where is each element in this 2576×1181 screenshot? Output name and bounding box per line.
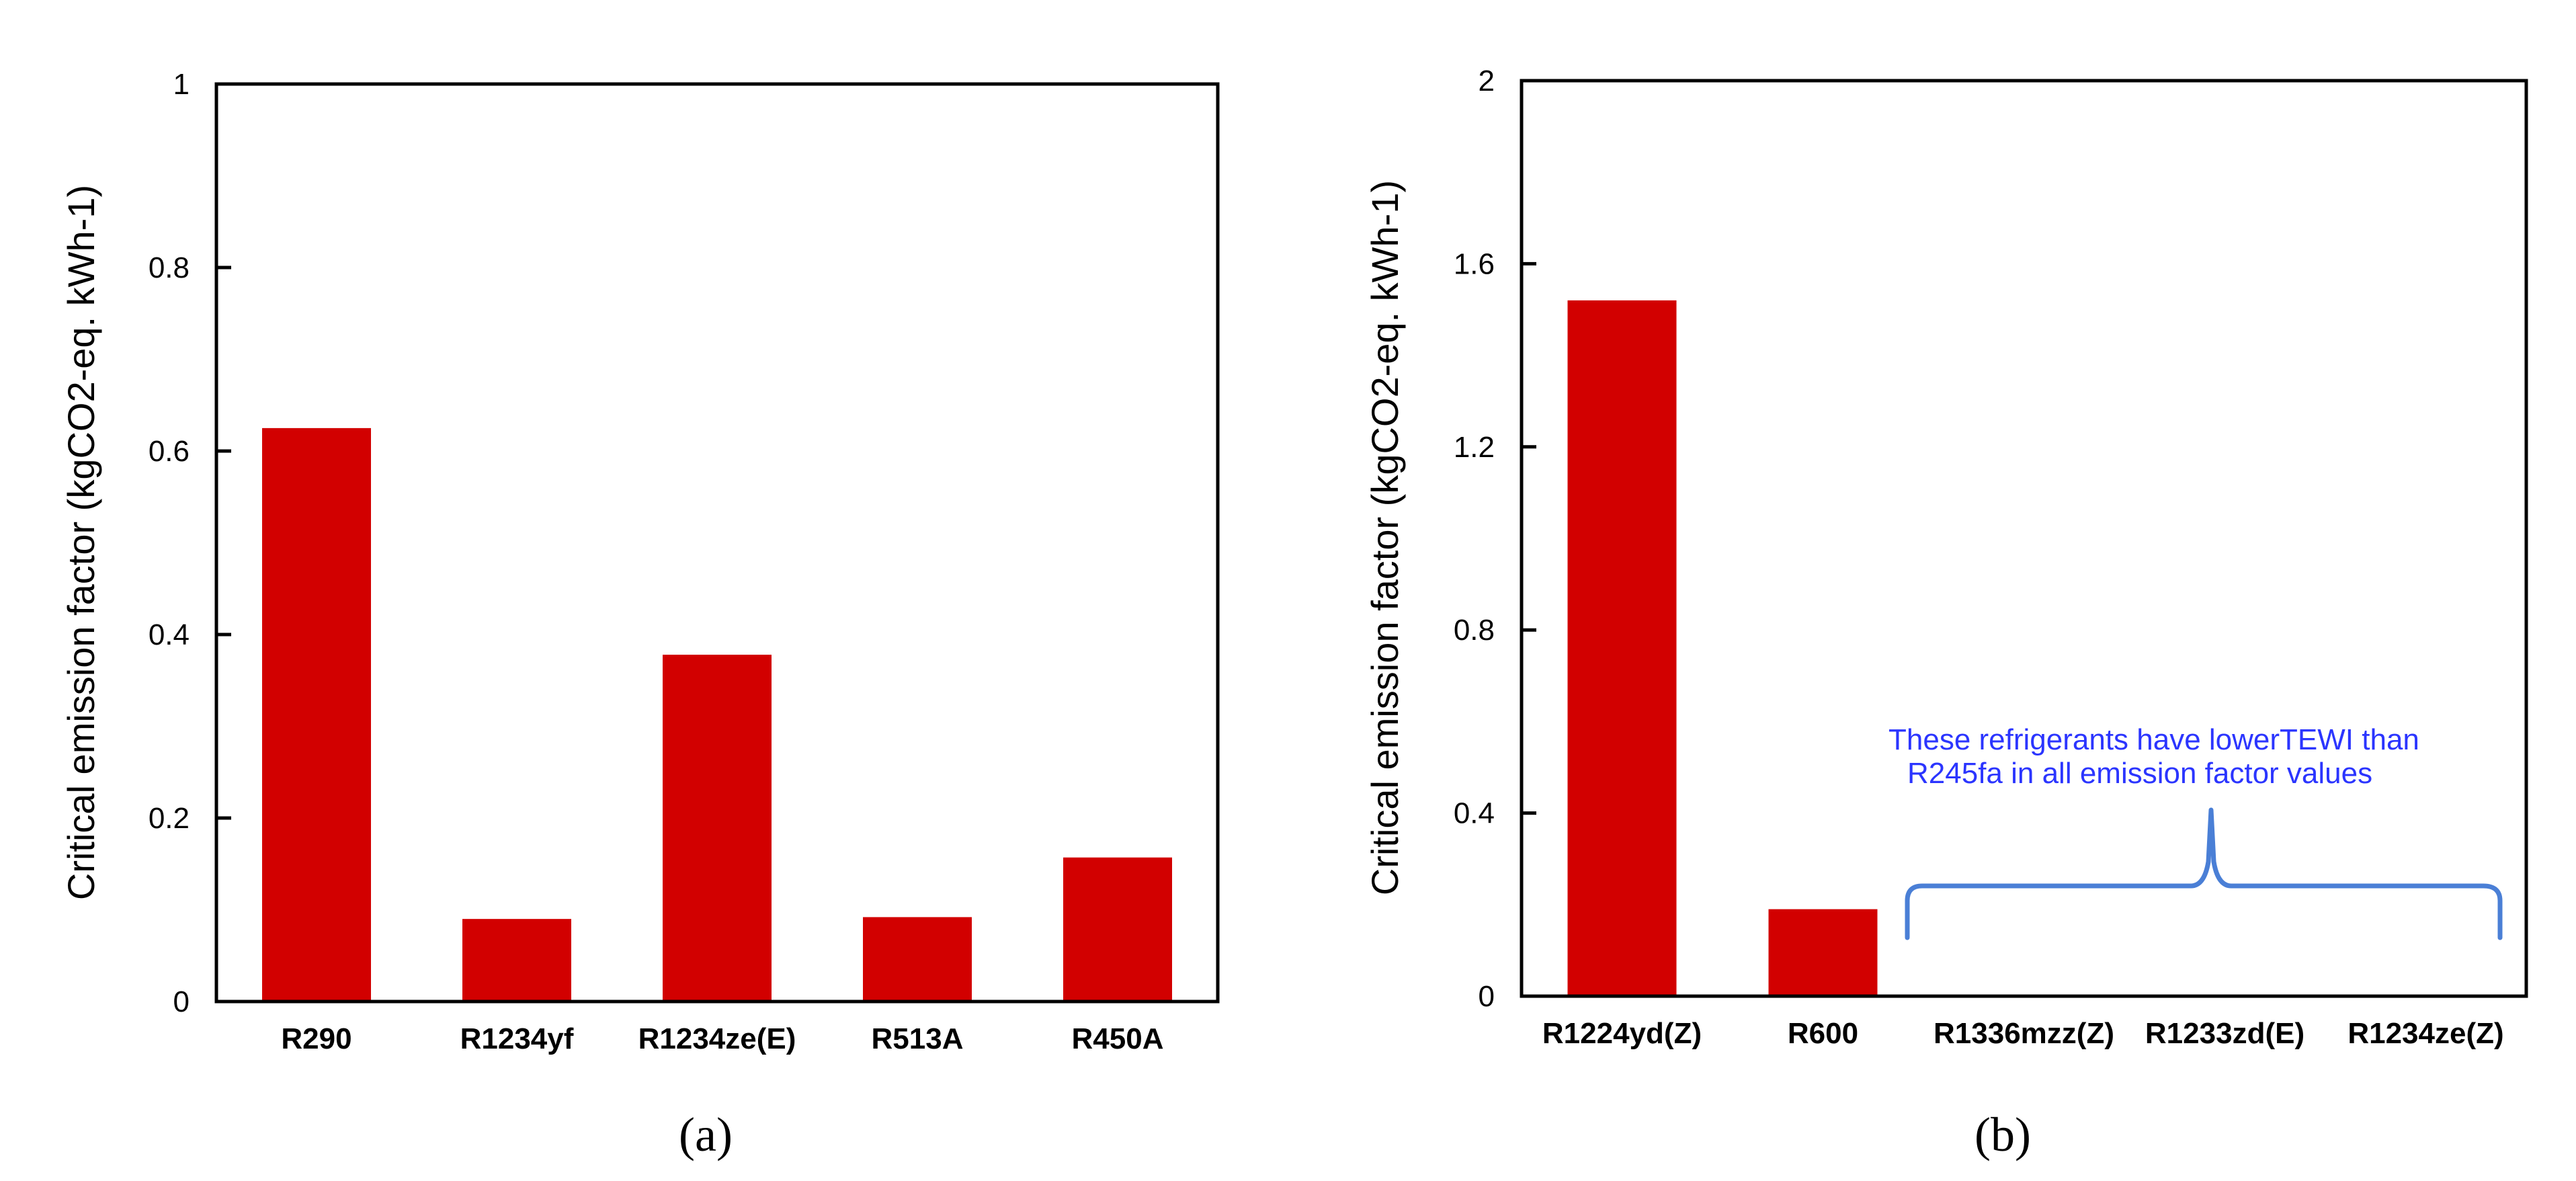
x-tick-label: R1234ze(Z) xyxy=(2348,1017,2503,1050)
bar-r290 xyxy=(262,427,371,1002)
bar-r513a xyxy=(863,917,972,1002)
x-tick-labels-b: R1224yd(Z) R600 R1336mzz(Z) R1233zd(E) R1234… xyxy=(1542,1017,2504,1050)
y-tick-label: 0 xyxy=(173,985,190,1018)
x-tick-label: R1234ze(E) xyxy=(638,1022,796,1055)
y-tick-label: 1 xyxy=(173,68,190,101)
y-tick-label: 0.2 xyxy=(149,802,190,835)
y-tick-label: 1.6 xyxy=(1454,247,1495,280)
x-tick-label: R1234yf xyxy=(460,1022,574,1055)
x-tick-label: R513A xyxy=(872,1022,964,1055)
bar-r600 xyxy=(1768,909,1878,996)
bar-r1224yd-z- xyxy=(1567,300,1677,996)
y-axis-label-b: Critical emission factor (kgCO2-eq. kWh-… xyxy=(1364,180,1406,895)
x-tick-label: R600 xyxy=(1788,1017,1858,1050)
x-tick-label: R1233zd(E) xyxy=(2145,1017,2304,1050)
y-tick-label: 1.2 xyxy=(1454,431,1495,464)
y-tick-label: 0.4 xyxy=(1454,797,1495,830)
y-tick-label: 0.4 xyxy=(149,618,190,651)
chart-panel-a: 0 0.2 0.4 0.6 0.8 1 R290 R1234yf R1234ze(E) R513… xyxy=(60,68,1220,1162)
x-tick-label: R450A xyxy=(1072,1022,1164,1055)
y-tick-label: 0.8 xyxy=(149,251,190,284)
y-tick-label: 0 xyxy=(1479,980,1495,1013)
x-tick-label: R290 xyxy=(281,1022,351,1055)
y-axis-ticks-a: 0 0.2 0.4 0.6 0.8 1 xyxy=(149,68,231,1018)
x-tick-label: R1224yd(Z) xyxy=(1542,1017,1702,1050)
chart-panel-b: 0 0.4 0.8 1.2 1.6 2 R1224yd(Z) R600 R1336mzz(Z)… xyxy=(1364,65,2528,1162)
x-tick-labels-a: R290 R1234yf R1234ze(E) R513A R450A xyxy=(281,1022,1163,1055)
x-tick-label: R1336mzz(Z) xyxy=(1934,1017,2114,1050)
curly-brace-icon xyxy=(1905,807,2503,940)
y-tick-label: 0.8 xyxy=(1454,614,1495,647)
y-axis-ticks-b: 0 0.4 0.8 1.2 1.6 2 xyxy=(1454,65,1536,1013)
plot-frame-a xyxy=(214,82,1220,1004)
panel-label-b: (b) xyxy=(1975,1108,2031,1162)
bars-b xyxy=(1567,300,1878,996)
panel-label-a: (a) xyxy=(679,1108,733,1162)
y-axis-label-a: Critical emission factor (kgCO2-eq. kWh-… xyxy=(60,185,102,900)
bar-r1234ze-e- xyxy=(663,655,772,1002)
annotation-group: These refrigerants have lowerTEWI than R… xyxy=(1888,723,2503,940)
bars-a xyxy=(262,427,1172,1002)
bar-r450a xyxy=(1063,857,1172,1002)
y-tick-label: 2 xyxy=(1479,65,1495,97)
bar-r1234yf xyxy=(462,919,571,1002)
plot-frame-b xyxy=(1520,79,2528,998)
annotation-line-2: R245fa in all emission factor values xyxy=(1907,757,2372,790)
annotation-line-1: These refrigerants have lowerTEWI than xyxy=(1888,723,2419,756)
y-tick-label: 0.6 xyxy=(149,435,190,468)
